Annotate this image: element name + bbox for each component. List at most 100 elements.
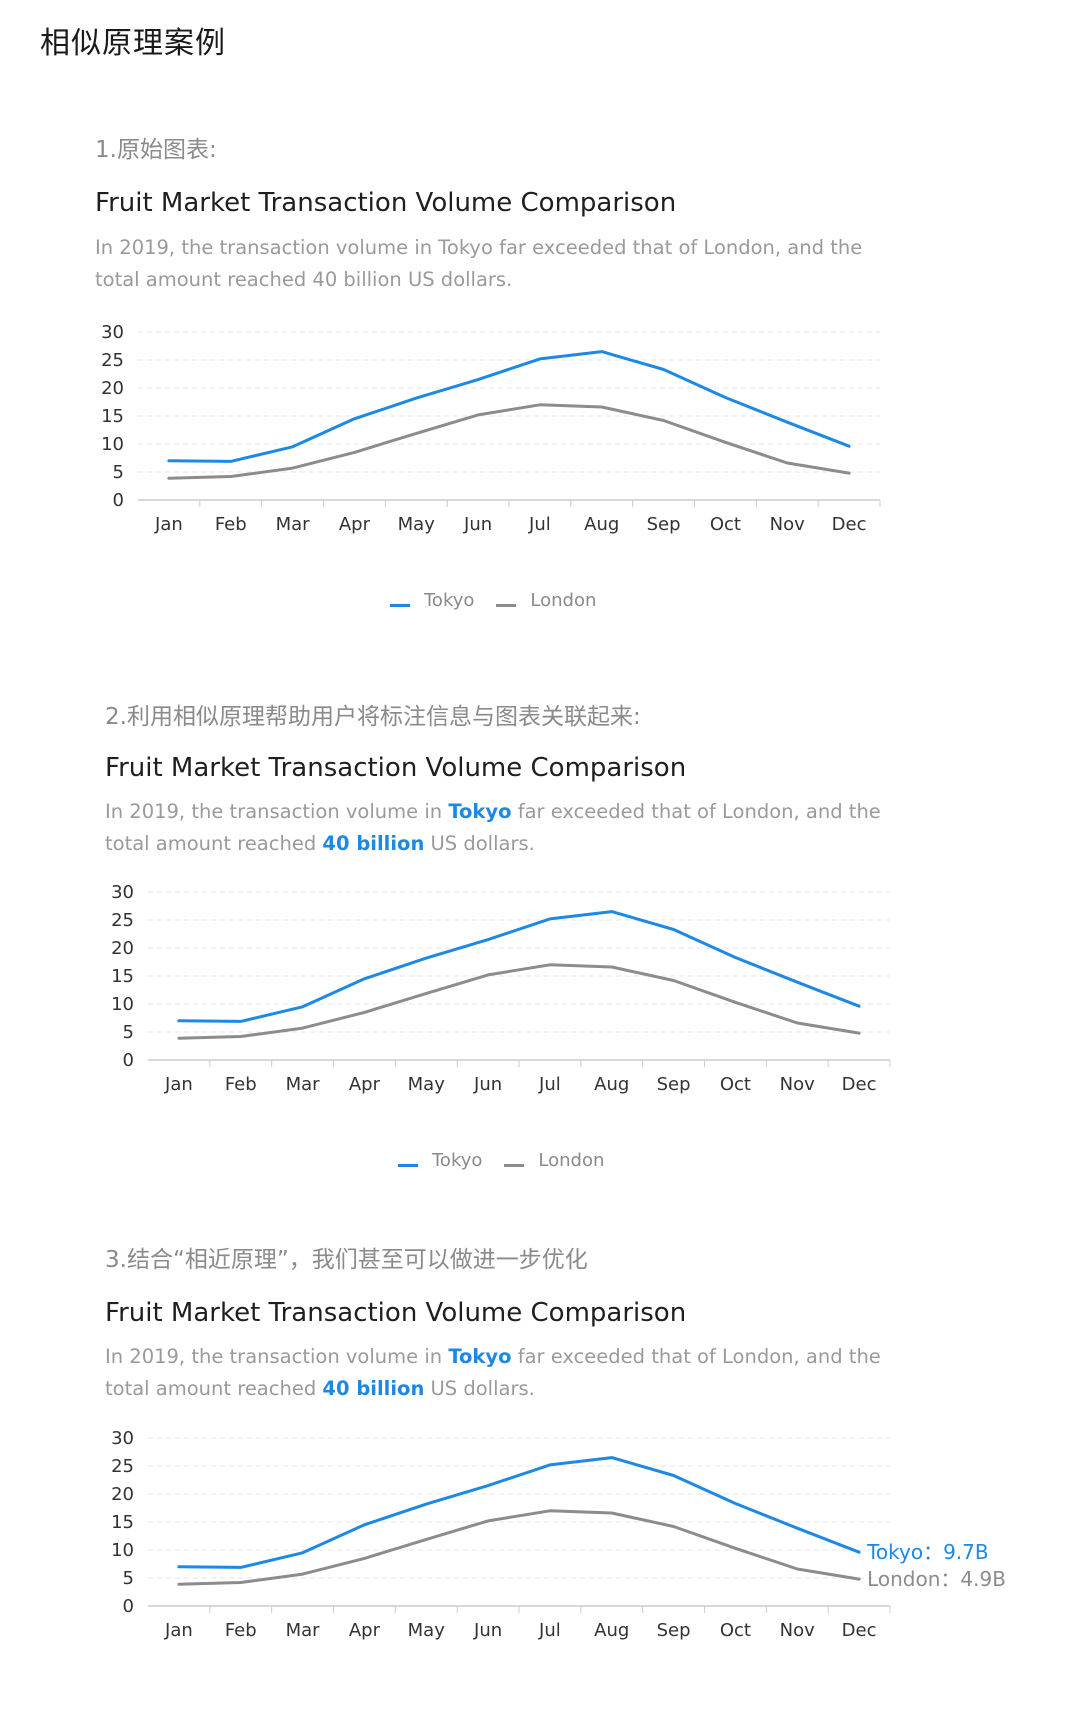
x-tick-label: Apr: [339, 514, 371, 535]
x-tick-label: Jun: [463, 514, 492, 535]
y-tick-label: 25: [101, 350, 124, 371]
series-line-tokyo: [177, 910, 861, 1023]
legend-swatch: [398, 1163, 418, 1167]
x-tick-label: Sep: [657, 1620, 691, 1641]
series-end-label-tokyo: Tokyo：9.7B: [866, 1540, 989, 1564]
legend-item-london: London: [504, 1150, 604, 1171]
x-tick-label: Nov: [780, 1074, 815, 1095]
y-tick-label: 30: [111, 882, 134, 903]
x-tick-label: Sep: [647, 514, 681, 535]
x-tick-label: Feb: [215, 514, 247, 535]
x-tick-label: Dec: [842, 1074, 877, 1095]
y-tick-label: 25: [111, 1456, 134, 1477]
x-tick-label: Nov: [770, 514, 805, 535]
chart-legend: Tokyo London: [390, 590, 618, 611]
legend-swatch: [496, 603, 517, 607]
x-tick-label: Aug: [584, 514, 619, 535]
chart-subtitle: In 2019, the transaction volume in Tokyo…: [105, 1341, 905, 1405]
legend-item-london: London: [496, 590, 596, 611]
x-tick-label: Oct: [720, 1620, 751, 1641]
x-tick-label: Apr: [349, 1074, 381, 1095]
x-tick-label: Nov: [780, 1620, 815, 1641]
chart-title: Fruit Market Transaction Volume Comparis…: [105, 1298, 687, 1328]
x-tick-label: Mar: [286, 1074, 321, 1095]
x-tick-label: Aug: [594, 1074, 629, 1095]
subtitle-text: US dollars.: [424, 1377, 535, 1400]
subtitle-highlight: 40 billion: [322, 832, 425, 855]
y-tick-label: 20: [111, 938, 134, 959]
x-tick-label: Oct: [720, 1074, 751, 1095]
page-title: 相似原理案例: [40, 26, 226, 61]
y-tick-label: 15: [111, 1512, 134, 1533]
legend-item-tokyo: Tokyo: [398, 1150, 482, 1171]
y-tick-label: 20: [111, 1484, 134, 1505]
y-tick-label: 0: [123, 1596, 134, 1617]
section-heading: 1.原始图表:: [95, 137, 217, 163]
x-tick-label: Jan: [164, 1074, 193, 1095]
legend-label: Tokyo: [424, 590, 475, 611]
y-tick-label: 30: [101, 322, 124, 343]
x-tick-label: Mar: [286, 1620, 321, 1641]
x-tick-label: Jun: [473, 1074, 502, 1095]
x-tick-label: Jul: [538, 1074, 561, 1095]
subtitle-highlight: Tokyo: [448, 1345, 512, 1368]
series-line-tokyo: [167, 350, 851, 463]
series-line-london: [177, 1509, 861, 1586]
x-tick-label: Jun: [473, 1620, 502, 1641]
x-tick-label: May: [398, 514, 436, 535]
x-tick-label: May: [408, 1620, 446, 1641]
subtitle-text: far exceeded that of London, and the tot…: [105, 800, 881, 855]
legend-label: London: [538, 1150, 605, 1171]
x-tick-label: Jan: [154, 514, 183, 535]
y-tick-label: 5: [123, 1022, 134, 1043]
subtitle-text: In 2019, the transaction volume in Tokyo…: [95, 236, 863, 291]
legend-label: London: [530, 590, 597, 611]
y-tick-label: 30: [111, 1428, 134, 1449]
chart-title: Fruit Market Transaction Volume Comparis…: [105, 753, 687, 783]
chart-subtitle: In 2019, the transaction volume in Tokyo…: [95, 232, 895, 296]
subtitle-text: In 2019, the transaction volume in: [105, 1345, 449, 1368]
x-tick-label: Feb: [225, 1620, 257, 1641]
line-chart-2: 0 5 10 15 20 25 30 Jan Feb Mar Apr May Jun Jul Aug Sep O…: [111, 882, 891, 1095]
series-end-label-london: London：4.9B: [867, 1567, 1006, 1591]
section-heading: 3.结合“相近原理”，我们甚至可以做进一步优化: [105, 1247, 588, 1273]
y-tick-label: 15: [111, 966, 134, 987]
line-chart-3: 0 5 10 15 20 25 30 Jan Feb Mar Apr May Jun Jul Aug Sep O…: [111, 1428, 1006, 1641]
y-tick-label: 10: [111, 1540, 134, 1561]
legend-swatch: [504, 1163, 525, 1167]
legend-item-tokyo: Tokyo: [390, 590, 474, 611]
x-tick-label: Aug: [594, 1620, 629, 1641]
subtitle-highlight: Tokyo: [448, 800, 512, 823]
legend-swatch: [390, 603, 410, 607]
subtitle-text: far exceeded that of London, and the tot…: [105, 1345, 881, 1400]
x-tick-label: Apr: [349, 1620, 381, 1641]
subtitle-highlight: 40 billion: [322, 1377, 425, 1400]
y-tick-label: 25: [111, 910, 134, 931]
x-tick-label: May: [408, 1074, 446, 1095]
series-line-london: [167, 403, 851, 480]
x-tick-label: Sep: [657, 1074, 691, 1095]
x-tick-label: Jul: [528, 514, 551, 535]
y-tick-label: 15: [101, 406, 124, 427]
y-tick-label: 10: [101, 434, 124, 455]
x-tick-label: Oct: [710, 514, 741, 535]
y-tick-label: 5: [113, 462, 124, 483]
x-tick-label: Jan: [164, 1620, 193, 1641]
subtitle-text: In 2019, the transaction volume in: [105, 800, 449, 823]
subtitle-text: US dollars.: [424, 832, 535, 855]
x-tick-label: Feb: [225, 1074, 257, 1095]
legend-label: Tokyo: [432, 1150, 483, 1171]
chart-title: Fruit Market Transaction Volume Comparis…: [95, 188, 677, 218]
y-tick-label: 0: [123, 1050, 134, 1071]
y-tick-label: 10: [111, 994, 134, 1015]
series-line-london: [177, 963, 861, 1040]
line-chart-1: 0 5 10 15 20 25 30 Jan Feb Mar Apr May Jun Jul Aug Sep O…: [101, 322, 881, 535]
x-tick-label: Dec: [842, 1620, 877, 1641]
y-tick-label: 5: [123, 1568, 134, 1589]
x-tick-label: Mar: [276, 514, 311, 535]
series-line-tokyo: [177, 1456, 861, 1569]
chart-subtitle: In 2019, the transaction volume in Tokyo…: [105, 796, 905, 860]
chart-legend: Tokyo London: [398, 1150, 626, 1171]
y-tick-label: 20: [101, 378, 124, 399]
x-tick-label: Jul: [538, 1620, 561, 1641]
